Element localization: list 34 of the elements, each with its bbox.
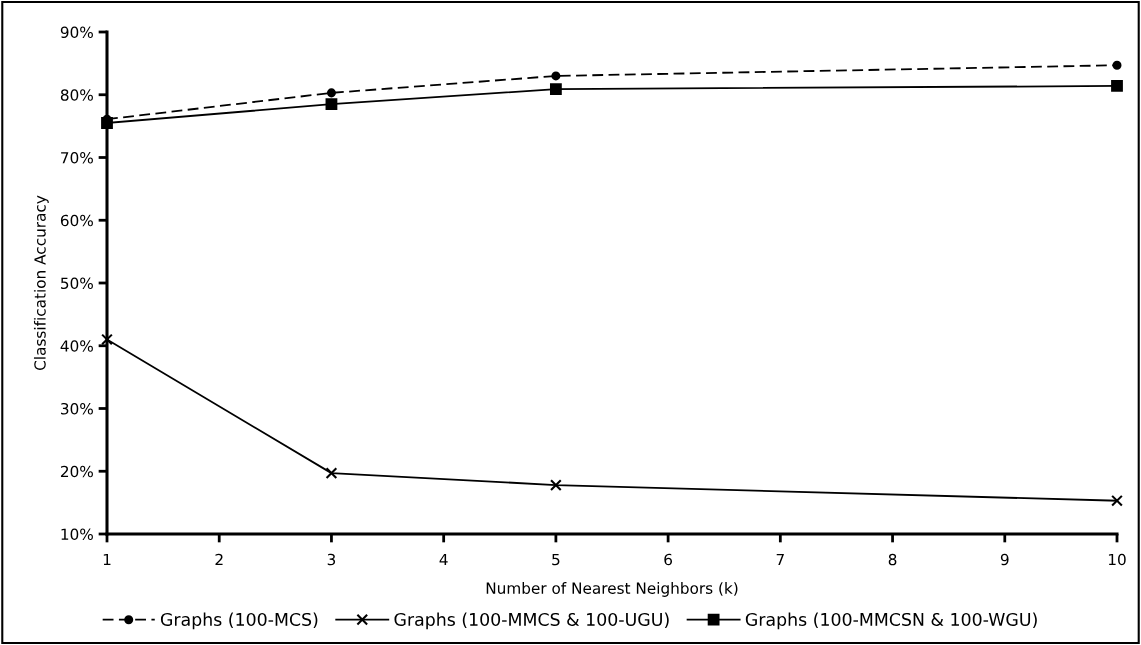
x-tick-label: 9 [1000, 553, 1009, 566]
x-tick-label: 4 [439, 553, 448, 566]
point [1111, 80, 1123, 92]
y-tick-label: 60% [60, 214, 93, 227]
point [101, 333, 113, 346]
y-tick-label: 90% [60, 26, 93, 39]
point [549, 479, 562, 491]
x-tick-label: 5 [552, 553, 560, 566]
y-tick-label: 50% [61, 277, 93, 290]
x-tick-label: 1 [103, 553, 111, 566]
legend-label: Graphs (100-MCS) [160, 612, 318, 630]
x-tick-label: 7 [776, 553, 784, 566]
point [326, 88, 336, 98]
y-tick-label: 70% [61, 151, 93, 164]
x-tick-label: 8 [888, 553, 897, 566]
point [549, 83, 562, 95]
x-tick-label: 2 [215, 553, 223, 566]
legend-label: Graphs (100-MMCSN & 100-WGU) [745, 612, 1037, 630]
point [551, 71, 561, 81]
legend-label: Graphs (100-MMCS & 100-UGU) [394, 612, 669, 630]
y-tick-label: 20% [60, 465, 93, 478]
point [325, 467, 338, 480]
point [1111, 494, 1123, 507]
y-tick-label: 10% [61, 528, 93, 541]
y-tick-label: 80% [60, 89, 93, 101]
point [1112, 60, 1122, 70]
y-tick-label: 40% [60, 340, 93, 352]
x-tick-label: 10 [1108, 553, 1126, 566]
x-tick-label: 3 [327, 553, 336, 566]
x-tick-label: 6 [664, 553, 673, 566]
point [325, 98, 338, 111]
x-axis-title: Number of Nearest Neighbors (k) [486, 582, 738, 597]
y-axis-title: Classification Accuracy [33, 195, 49, 370]
y-tick-label: 30% [61, 402, 93, 415]
